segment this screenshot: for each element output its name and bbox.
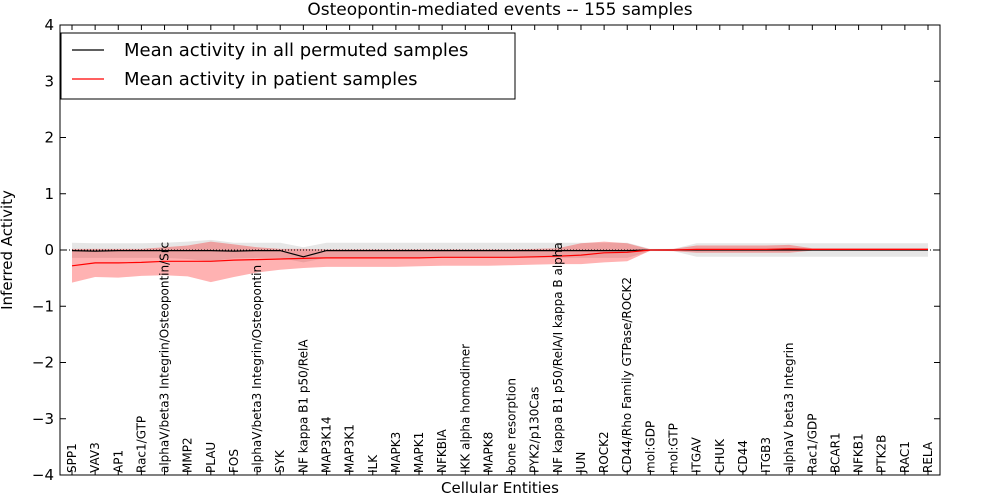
legend-label: Mean activity in patient samples	[124, 69, 418, 90]
y-tick-label: 4	[44, 16, 54, 34]
y-axis: −4 −3 −2 −1 0 1 2 3 4	[32, 16, 940, 484]
x-tick-label: NF kappa B1 p50/RelA	[296, 339, 310, 473]
x-tick-label: ITGB3	[759, 437, 773, 473]
x-tick-label: NFKBIA	[435, 428, 449, 473]
x-tick-label: RELA	[921, 441, 935, 473]
x-tick-label: bone resorption	[505, 378, 519, 473]
x-tick-label: MAP3K1	[343, 424, 357, 473]
x-axis-category-labels: SPP1 VAV3 AP1 Rac1/GTP alphaV/beta3 Integrin…	[65, 25, 935, 475]
y-tick-label: 0	[44, 241, 54, 259]
x-axis-label: Cellular Entities	[441, 479, 559, 497]
x-tick-label: NFKB1	[852, 433, 866, 473]
y-tick-label: −4	[32, 466, 54, 484]
x-tick-label: MMP2	[181, 437, 195, 473]
x-tick-label: ROCK2	[597, 431, 611, 473]
x-tick-label: MAPK3	[389, 432, 403, 473]
x-tick-label: PYK2/p130Cas	[528, 387, 542, 473]
legend: Mean activity in all permuted samples Mea…	[60, 32, 516, 100]
x-tick-label: BCAR1	[829, 432, 843, 473]
series-lines	[71, 248, 928, 267]
y-tick-label: −3	[32, 410, 54, 428]
legend-box	[60, 32, 516, 100]
legend-label: Mean activity in all permuted samples	[124, 40, 468, 61]
x-tick-label: Rac1/GDP	[805, 414, 819, 473]
x-tick-label: alphaV/beta3 Integrin/Osteopontin/Src	[158, 242, 172, 473]
x-tick-label: SYK	[273, 449, 287, 473]
x-tick-label: mol:GTP	[667, 423, 681, 473]
x-tick-label: AP1	[111, 450, 125, 473]
x-tick-label: alphaV beta3 Integrin	[782, 342, 796, 473]
x-tick-label: CD44	[736, 440, 750, 473]
x-tick-label: CD44/Rho Family GTPase/ROCK2	[620, 277, 634, 473]
series-line-patient	[71, 248, 928, 267]
x-tick-label: ILK	[366, 454, 380, 473]
x-tick-label: RAC1	[898, 441, 912, 473]
x-tick-label: MAPK1	[412, 432, 426, 473]
x-tick-label: PLAU	[204, 442, 218, 473]
y-tick-label: −2	[32, 354, 54, 372]
x-tick-label: SPP1	[65, 443, 79, 473]
x-tick-label: Rac1/GTP	[134, 416, 148, 473]
chart-title: Osteopontin-mediated events -- 155 sampl…	[307, 0, 692, 20]
y-tick-label: 1	[44, 185, 54, 203]
x-tick-label: ITGAV	[690, 436, 704, 473]
x-tick-label: PTK2B	[875, 435, 889, 473]
x-tick-label: JUN	[574, 452, 588, 474]
x-tick-label: IKK alpha homodimer	[458, 344, 472, 473]
x-tick-label: MAP3K14	[320, 416, 334, 473]
x-tick-label: alphaV/beta3 Integrin/Osteopontin	[250, 265, 264, 473]
x-tick-label: VAV3	[88, 442, 102, 473]
x-tick-label: MAPK8	[481, 432, 495, 473]
x-tick-label: CHUK	[713, 438, 727, 473]
x-tick-label: mol:GDP	[643, 421, 657, 473]
y-tick-label: 2	[44, 129, 54, 147]
y-tick-label: 3	[44, 72, 54, 90]
series-line-permuted	[71, 249, 928, 258]
y-tick-label: −1	[32, 297, 54, 315]
x-tick-label: NF kappa B1 p50/RelA/I kappa B alpha	[551, 242, 565, 473]
x-tick-label: FOS	[227, 449, 241, 473]
y-axis-label: Inferred Activity	[0, 190, 16, 310]
